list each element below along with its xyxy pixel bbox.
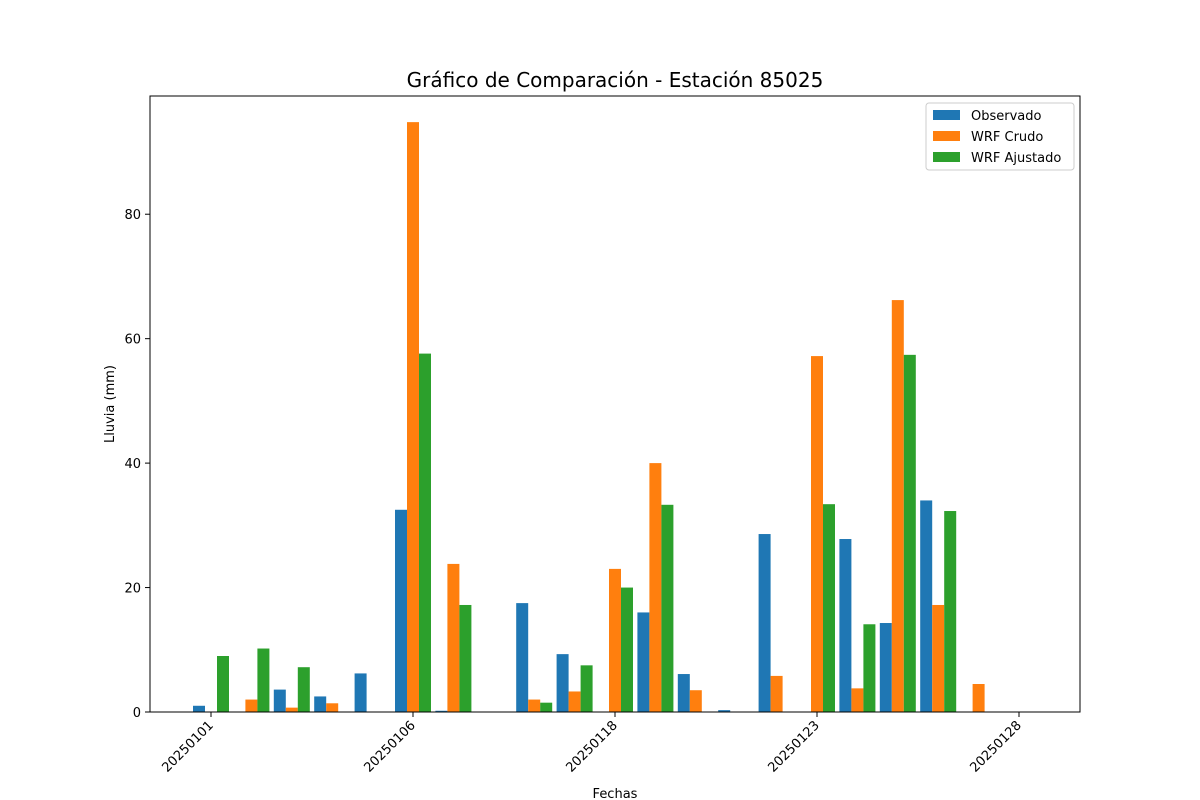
bar-observado-5 xyxy=(395,509,407,712)
bar-wrf-crudo-2 xyxy=(285,707,298,712)
bar-observado-11 xyxy=(637,612,650,712)
bar-wrf-crudo-12 xyxy=(689,690,702,712)
bar-wrf-crudo-14 xyxy=(770,675,783,712)
bar-observado-12 xyxy=(677,674,690,712)
bar-wrf-crudo-1 xyxy=(245,699,258,712)
bar-wrf-ajustado-15 xyxy=(823,504,835,712)
legend-swatch-observado xyxy=(933,110,960,120)
bar-observado-14 xyxy=(758,534,771,712)
bar-wrf-crudo-3 xyxy=(326,703,339,712)
legend-box xyxy=(925,102,1075,171)
legend-swatch-wrf-crudo xyxy=(933,131,960,141)
bar-wrf-ajustado-1 xyxy=(257,648,270,712)
bar-wrf-ajustado-18 xyxy=(944,511,957,712)
y-axis-label: Lluvia (mm) xyxy=(103,365,118,443)
bar-wrf-crudo-19 xyxy=(972,684,985,712)
bar-wrf-crudo-9 xyxy=(568,691,581,712)
bar-wrf-ajustado-6 xyxy=(459,604,472,712)
legend: Observado WRF Crudo WRF Ajustado xyxy=(925,102,1075,171)
bar-wrf-ajustado-0 xyxy=(217,656,229,712)
chart-title: Gráfico de Comparación - Estación 85025 xyxy=(407,68,824,92)
legend-label: WRF Ajustado xyxy=(971,151,1061,166)
bar-wrf-crudo-11 xyxy=(649,463,662,712)
bar-wrf-crudo-8 xyxy=(528,699,541,712)
bar-wrf-ajustado-10 xyxy=(621,587,633,712)
bar-observado-0 xyxy=(193,705,205,712)
bar-observado-6 xyxy=(435,710,448,712)
bar-wrf-ajustado-16 xyxy=(863,624,876,712)
y-tick-label: 80 xyxy=(124,208,141,223)
bar-observado-4 xyxy=(354,673,367,712)
bars-layer xyxy=(193,122,985,712)
bar-wrf-ajustado-9 xyxy=(580,665,593,712)
x-axis-label: Fechas xyxy=(593,787,638,800)
bar-observado-17 xyxy=(879,623,892,712)
bar-wrf-crudo-10 xyxy=(609,568,621,712)
y-tick-label: 20 xyxy=(124,582,141,597)
legend-swatch-wrf-ajustado xyxy=(933,152,960,162)
y-axis: 0 20 40 60 80 xyxy=(124,208,150,721)
bar-observado-9 xyxy=(556,654,569,712)
bar-observado-3 xyxy=(314,696,327,712)
bar-wrf-crudo-15 xyxy=(811,356,823,712)
legend-label: WRF Crudo xyxy=(971,130,1043,145)
bar-wrf-ajustado-11 xyxy=(661,504,674,712)
bar-wrf-ajustado-8 xyxy=(540,702,553,712)
bar-observado-8 xyxy=(516,603,529,712)
bar-wrf-crudo-6 xyxy=(447,563,460,712)
y-tick-label: 40 xyxy=(124,457,141,472)
bar-observado-18 xyxy=(920,500,933,712)
y-tick-label: 60 xyxy=(124,333,141,348)
bar-wrf-crudo-16 xyxy=(851,688,864,712)
bar-wrf-crudo-5 xyxy=(407,122,419,712)
legend-label: Observado xyxy=(971,109,1042,124)
y-tick-label: 0 xyxy=(133,706,141,721)
bar-wrf-ajustado-17 xyxy=(903,354,916,712)
bar-wrf-ajustado-5 xyxy=(419,353,431,712)
bar-wrf-crudo-17 xyxy=(891,300,904,712)
bar-wrf-crudo-18 xyxy=(932,604,945,712)
bar-observado-13 xyxy=(718,710,731,712)
bar-observado-16 xyxy=(839,539,852,712)
bar-wrf-ajustado-2 xyxy=(297,667,310,712)
bar-observado-2 xyxy=(273,689,286,712)
